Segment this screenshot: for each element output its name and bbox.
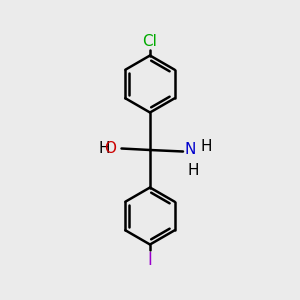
Text: O: O — [104, 141, 116, 156]
Text: N: N — [185, 142, 196, 158]
Text: H: H — [188, 163, 199, 178]
Text: H: H — [201, 140, 212, 154]
Text: I: I — [148, 251, 152, 269]
Text: H: H — [98, 141, 110, 156]
Text: Cl: Cl — [142, 34, 158, 49]
